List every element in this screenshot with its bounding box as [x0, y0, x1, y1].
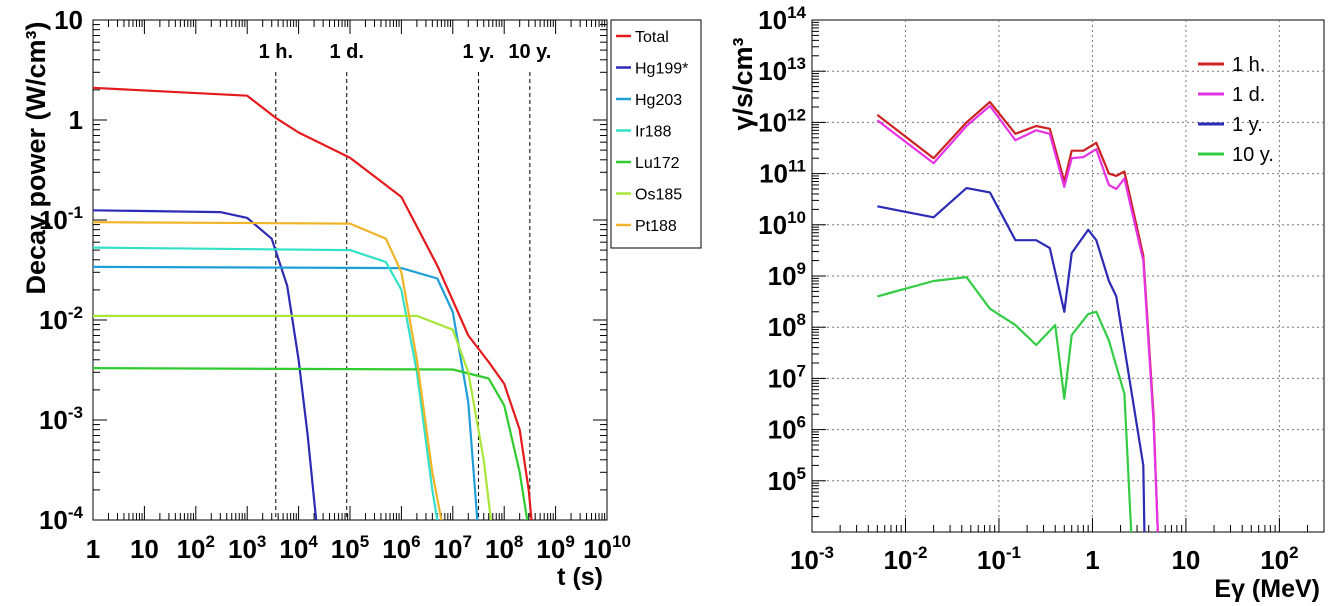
c1-y-tick-label: 1 — [69, 105, 83, 135]
c2-legend-label: 10 y. — [1232, 144, 1274, 166]
c1-y-axis-label: Decay power (W/cm³) — [21, 21, 51, 294]
spectrum-series-2 — [877, 187, 1146, 533]
c2-y-tick-label: 1012 — [758, 105, 806, 137]
c1-x-tick-label: 109 — [536, 532, 574, 564]
c1-x-tick-label: 106 — [382, 532, 420, 564]
c1-legend-label: Hg203 — [635, 92, 682, 109]
c2-x-axis-label: Eγ (MeV) — [1214, 575, 1320, 603]
c1-x-tick-label: 1 — [86, 534, 100, 564]
marker-label-2: 1 y. — [463, 41, 495, 63]
c1-legend-label: Os185 — [635, 187, 682, 204]
c1-x-tick-label: 1010 — [583, 532, 631, 564]
c2-legend: 1 h. 1 d. 1 y. 10 y. — [1198, 54, 1274, 166]
series-total — [92, 86, 533, 521]
c1-y-tick-label: 10-3 — [39, 403, 83, 435]
c2-x-tick-label: 10-3 — [790, 543, 834, 575]
c2-x-tick-label: 10-2 — [883, 543, 927, 575]
c1-legend-label: Pt188 — [635, 218, 677, 235]
c1-x-tick-label: 102 — [177, 532, 215, 564]
c2-y-tick-label: 106 — [768, 413, 806, 445]
c2-x-tick-labels: 10-3 10-2 10-1 1 10 102 — [790, 543, 1299, 575]
c2-ticks — [811, 19, 1325, 533]
c2-x-tick-label: 1 — [1085, 545, 1099, 575]
c1-x-tick-labels: 1 10 102 103 104 105 106 107 108 109 1010 — [86, 532, 631, 564]
c2-y-axis-label: γ/s/cm³ — [728, 37, 758, 130]
marker-label-0: 1 h. — [259, 41, 293, 63]
c1-legend-label: Hg199* — [635, 61, 688, 78]
c2-x-tick-label: 10-1 — [977, 543, 1021, 575]
spectrum-series-3 — [877, 276, 1133, 533]
c2-legend-label: 1 d. — [1232, 84, 1265, 106]
c2-y-tick-labels: 105 106 107 108 109 1010 1011 1012 1013 1014 — [758, 3, 806, 496]
c1-x-axis-label: t (s) — [557, 563, 603, 591]
c1-x-tick-label: 107 — [434, 532, 472, 564]
c2-series — [876, 100, 1159, 533]
c2-legend-label: 1 y. — [1232, 114, 1263, 136]
c1-x-tick-label: 105 — [331, 532, 369, 564]
c2-y-tick-label: 1011 — [759, 157, 806, 189]
marker-label-3: 10 y. — [508, 41, 551, 63]
c1-x-tick-label: 10 — [130, 534, 159, 564]
c1-y-tick-labels: 10 1 10-1 10-2 10-3 10-4 — [39, 5, 84, 535]
c1-x-tick-label: 108 — [485, 532, 523, 564]
c2-y-tick-label: 107 — [768, 361, 806, 393]
decay-power-chart: 1 h. 1 d. 1 y. 10 y. 1 10 102 103 104 105 106 107 1… — [21, 5, 702, 591]
c2-y-tick-label: 1013 — [758, 54, 806, 86]
series-hg203 — [92, 265, 479, 521]
series-hg199 — [92, 209, 318, 521]
spectrum-series-0 — [876, 100, 1159, 533]
series-ir188 — [92, 246, 439, 521]
c2-x-tick-label: 10 — [1171, 545, 1200, 575]
c1-y-tick-label: 10-1 — [39, 203, 83, 235]
c1-legend-label: Lu172 — [635, 155, 680, 172]
marker-label-1: 1 d. — [330, 41, 364, 63]
c1-x-tick-label: 103 — [228, 532, 266, 564]
gamma-spectrum-chart: 10-3 10-2 10-1 1 10 102 105106107108109101010… — [728, 3, 1325, 603]
c1-y-tick-label: 10 — [54, 5, 83, 35]
c1-legend-label: Total — [635, 29, 669, 46]
spectrum-series-1 — [876, 104, 1159, 533]
c2-y-tick-label: 105 — [768, 464, 806, 496]
c2-y-tick-label: 1010 — [758, 208, 806, 240]
series-os185 — [93, 314, 492, 521]
time-markers: 1 h. 1 d. 1 y. 10 y. — [259, 41, 551, 520]
series-lu172 — [92, 367, 529, 521]
c2-y-tick-label: 1014 — [758, 3, 806, 35]
series-pt188 — [92, 221, 443, 521]
c1-legend-label: Ir188 — [635, 124, 672, 141]
c1-x-tick-label: 104 — [279, 532, 318, 564]
c1-legend-box — [610, 19, 702, 249]
c1-y-tick-label: 10-2 — [39, 303, 83, 335]
c1-y-tick-label: 10-4 — [39, 503, 84, 535]
c1-series — [92, 86, 533, 521]
c2-y-tick-label: 108 — [768, 310, 806, 342]
c2-legend-label: 1 h. — [1232, 54, 1265, 76]
c2-y-tick-label: 109 — [768, 259, 806, 291]
c2-x-tick-label: 102 — [1260, 543, 1298, 575]
c1-legend: Total Hg199* Hg203 Ir188 Lu172 Os185 Pt188 — [610, 19, 702, 249]
